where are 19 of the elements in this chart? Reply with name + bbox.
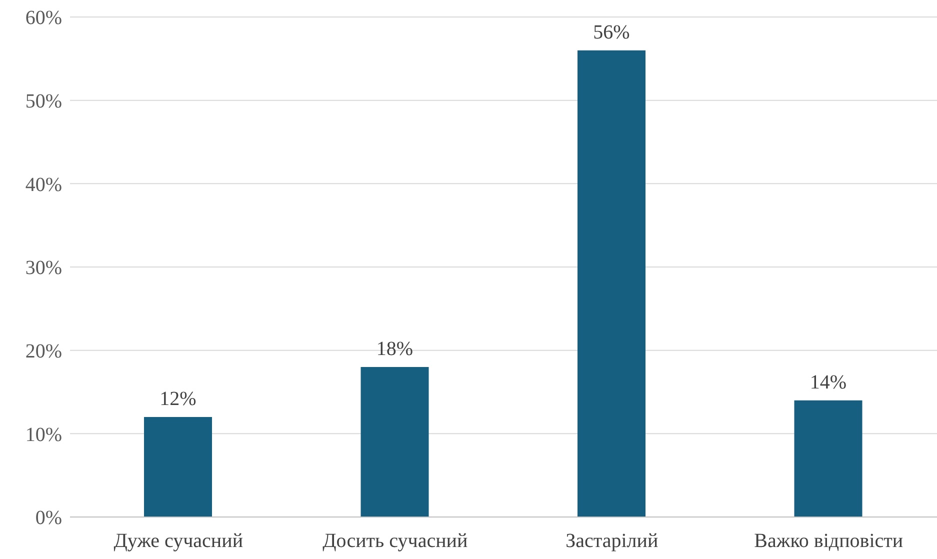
x-tick-label: Досить сучасний xyxy=(322,530,468,552)
x-tick-label: Важко відповісти xyxy=(754,530,904,552)
data-label: 18% xyxy=(376,338,414,360)
y-tick-label: 20% xyxy=(25,340,62,362)
bar xyxy=(578,50,646,517)
y-tick-label: 40% xyxy=(25,174,62,196)
x-tick-label: Застарілий xyxy=(566,530,658,552)
y-tick-label: 0% xyxy=(35,507,62,530)
y-tick-label: 60% xyxy=(25,7,62,30)
data-label: 56% xyxy=(593,21,630,44)
data-label: 12% xyxy=(160,388,196,410)
data-label: 14% xyxy=(810,371,847,394)
y-tick-label: 50% xyxy=(25,90,62,112)
y-tick-label: 10% xyxy=(25,424,62,446)
bar xyxy=(144,417,212,517)
bar xyxy=(794,400,862,517)
bar xyxy=(360,367,429,517)
x-tick-label: Дуже сучасний xyxy=(114,530,244,552)
y-tick-label: 30% xyxy=(25,257,62,280)
